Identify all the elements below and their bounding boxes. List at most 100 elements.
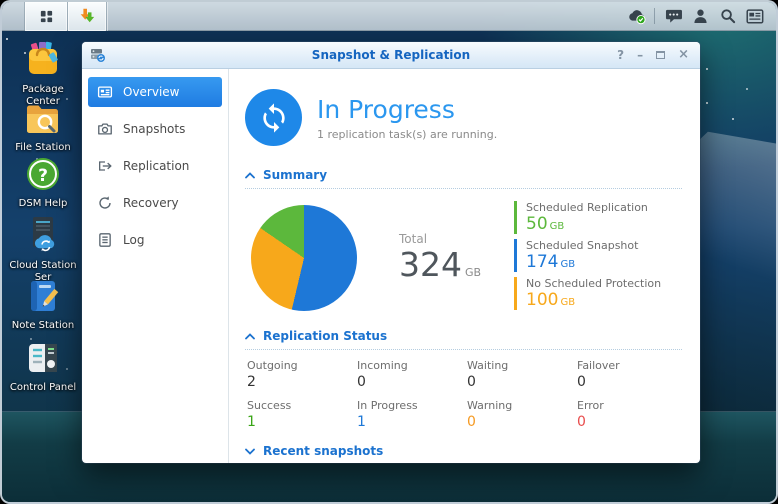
search-button[interactable] [714, 2, 741, 31]
help-button[interactable]: ? [617, 48, 625, 62]
legend-value: 50 [526, 214, 548, 234]
sidebar-item-label: Snapshots [123, 122, 186, 136]
recent-snapshots-section-label: Recent snapshots [263, 444, 384, 458]
taskbar-separator [106, 2, 107, 31]
sidebar-item-recovery[interactable]: Recovery [88, 188, 222, 218]
overview-content: In Progress 1 replication task(s) are ru… [229, 69, 700, 463]
chevron-up-icon [245, 171, 255, 179]
summary-body: Total 324 GB Scheduled Replication 50 GB S… [245, 189, 682, 329]
app-grid-icon [39, 9, 54, 24]
legend-label: Scheduled Snapshot [526, 239, 639, 252]
cloud-sync-button[interactable] [622, 2, 649, 31]
total-block: Total 324 GB [399, 232, 514, 284]
status-title: In Progress [317, 94, 455, 124]
desktop-icon-control-panel[interactable]: Control Panel [7, 340, 79, 394]
widgets-panel-icon [745, 8, 764, 24]
taskbar-separator [654, 8, 655, 24]
camera-icon [97, 121, 113, 137]
chevron-down-icon [245, 448, 255, 455]
cloud-check-icon [625, 7, 647, 25]
storage-pie-chart [251, 205, 357, 311]
desktop-icon-cloud-station-server[interactable]: Cloud Station Ser [7, 216, 79, 284]
legend-unit: GB [560, 259, 576, 270]
desktop-icon-label: File Station [15, 142, 71, 153]
recent-snapshots-section-header[interactable]: Recent snapshots [245, 444, 682, 463]
sync-icon [245, 89, 302, 146]
note-station-icon [25, 278, 61, 314]
minimize-button[interactable]: – [637, 48, 644, 62]
stat-error: Error 0 [577, 399, 604, 430]
stat-success: Success 1 [247, 399, 292, 430]
legend-unit: GB [560, 297, 576, 308]
chat-button[interactable] [660, 2, 687, 31]
taskbar-separator [67, 2, 68, 31]
sidebar-item-replication[interactable]: Replication [88, 151, 222, 181]
file-station-icon [24, 102, 62, 136]
stars [6, 38, 8, 40]
legend-value: 174 [526, 252, 559, 272]
recovery-cycle-icon [97, 195, 113, 211]
desktop-icon-label: DSM Help [18, 198, 68, 209]
desktop-icon-label: Note Station [11, 320, 75, 331]
desktop-icon-label: Package Center [22, 84, 64, 107]
cloud-station-server-icon [25, 216, 61, 254]
window-title: Snapshot & Replication [311, 48, 471, 62]
package-center-icon [24, 40, 62, 78]
svg-text:?: ? [38, 166, 48, 186]
legend-item: Scheduled Snapshot 174 GB [514, 239, 661, 272]
legend-unit: GB [549, 221, 565, 232]
log-document-icon [97, 232, 113, 248]
download-arrows-icon [78, 7, 96, 25]
control-panel-icon [25, 340, 61, 376]
total-unit: GB [465, 266, 482, 279]
snapshot-replication-window: Snapshot & Replication ? – × [82, 42, 700, 463]
widgets-button[interactable] [741, 2, 768, 31]
total-label: Total [399, 232, 428, 246]
stat-failover: Failover 0 [577, 359, 620, 390]
status-subtitle: 1 replication task(s) are running. [317, 127, 498, 141]
legend-label: No Scheduled Protection [526, 277, 662, 290]
pilot-download-button[interactable] [68, 2, 106, 31]
user-button[interactable] [687, 2, 714, 31]
total-value: 324 [399, 245, 462, 284]
desktop-icon-file-station[interactable]: File Station [7, 102, 79, 154]
stat-incoming: Incoming 0 [357, 359, 408, 390]
sidebar-item-label: Recovery [123, 196, 179, 210]
stat-outgoing: Outgoing 2 [247, 359, 298, 390]
legend-label: Scheduled Replication [526, 201, 648, 214]
desktop-icon-label: Control Panel [9, 382, 77, 393]
desktop-icon-note-station[interactable]: Note Station [7, 278, 79, 332]
close-button[interactable]: × [678, 47, 689, 62]
summary-section-label: Summary [263, 168, 328, 182]
dsm-help-icon: ? [25, 156, 61, 192]
window-titlebar[interactable]: Snapshot & Replication ? – × [82, 42, 700, 69]
stat-warning: Warning 0 [467, 399, 513, 430]
chevron-up-icon [245, 332, 255, 340]
sidebar-item-snapshots[interactable]: Snapshots [88, 114, 222, 144]
legend-item: Scheduled Replication 50 GB [514, 201, 661, 234]
sidebar-item-label: Overview [123, 85, 180, 99]
legend-value: 100 [526, 290, 559, 310]
maximize-button[interactable] [656, 51, 666, 59]
desktop-icon-label: Cloud Station Ser [9, 260, 77, 283]
magnifier-icon [720, 8, 736, 24]
sidebar-item-label: Replication [123, 159, 190, 173]
replication-stats-grid: Outgoing 2 Incoming 0 Waiting 0 Failover… [245, 350, 682, 444]
snapshot-replication-app-icon [90, 47, 106, 63]
summary-section-header[interactable]: Summary [245, 168, 682, 189]
legend-item: No Scheduled Protection 100 GB [514, 277, 661, 310]
taskbar-separator [24, 2, 25, 31]
stat-in-progress: In Progress 1 [357, 399, 418, 430]
status-hero: In Progress 1 replication task(s) are ru… [245, 89, 682, 146]
replication-status-section-header[interactable]: Replication Status [245, 329, 682, 350]
sidebar: Overview Snapshots [82, 69, 229, 463]
replication-status-section-label: Replication Status [263, 329, 388, 343]
main-menu-button[interactable] [25, 2, 67, 31]
desktop-icon-package-center[interactable]: Package Center [7, 40, 79, 108]
sidebar-item-log[interactable]: Log [88, 225, 222, 255]
sidebar-item-overview[interactable]: Overview [88, 77, 222, 107]
desktop-icon-dsm-help[interactable]: ? DSM Help [7, 156, 79, 210]
overview-icon [97, 84, 113, 100]
sidebar-item-label: Log [123, 233, 145, 247]
